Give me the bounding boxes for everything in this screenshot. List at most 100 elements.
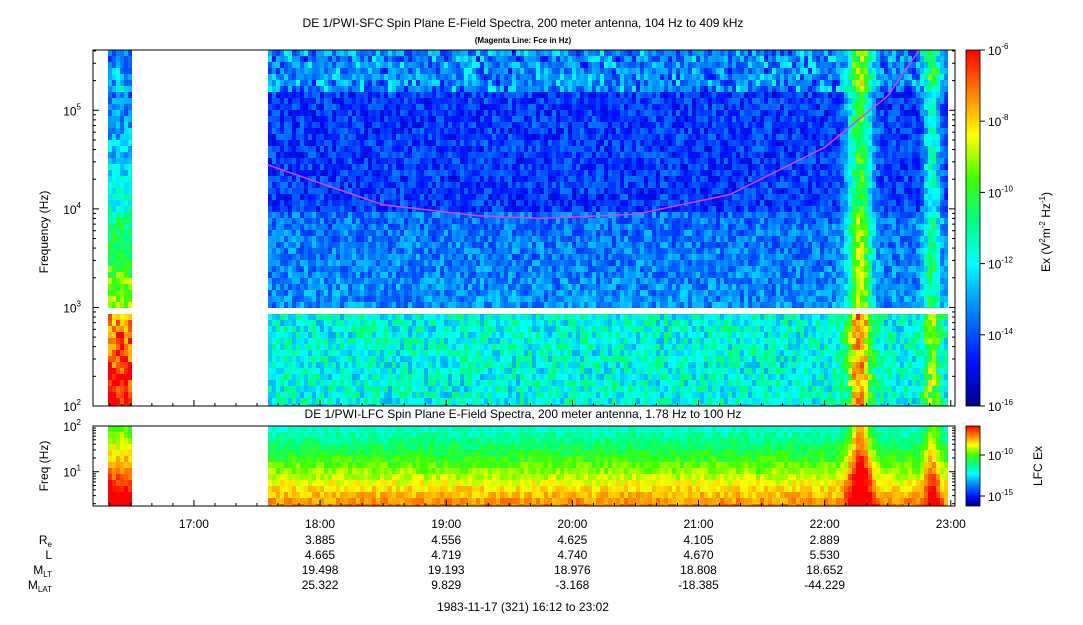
spectrogram-cell bbox=[460, 170, 464, 176]
spectrogram-cell bbox=[112, 176, 116, 182]
spectrogram-cell bbox=[364, 110, 368, 116]
spectrogram-cell bbox=[424, 110, 428, 116]
spectrogram-cell bbox=[344, 224, 348, 230]
spectrogram-cell bbox=[360, 140, 364, 146]
spectrogram-cell bbox=[432, 182, 436, 188]
spectrogram-cell bbox=[432, 212, 436, 218]
spectrogram-cell bbox=[440, 206, 444, 212]
spectrogram-cell bbox=[508, 86, 512, 92]
spectrogram-cell bbox=[272, 398, 276, 404]
spectrogram-cell bbox=[268, 266, 272, 272]
spectrogram-cell bbox=[320, 50, 324, 56]
spectrogram-cell bbox=[532, 248, 536, 254]
spectrogram-cell bbox=[492, 272, 496, 278]
spectrogram-cell bbox=[508, 242, 512, 248]
spectrogram-cell bbox=[108, 212, 112, 218]
spectrogram-cell bbox=[424, 302, 428, 308]
spectrogram-cell bbox=[344, 188, 348, 194]
spectrogram-cell bbox=[448, 176, 452, 182]
spectrogram-cell bbox=[432, 200, 436, 206]
spectrogram-cell bbox=[352, 254, 356, 260]
spectrogram-cell bbox=[272, 86, 276, 92]
spectrogram-cell bbox=[552, 92, 556, 98]
spectrogram-cell bbox=[468, 158, 472, 164]
spectrogram-cell bbox=[572, 374, 576, 380]
spectrogram-cell bbox=[292, 74, 296, 80]
spectrogram-cell bbox=[312, 398, 316, 404]
spectrogram-cell bbox=[276, 332, 280, 338]
spectrogram-cell bbox=[380, 404, 384, 406]
spectrogram-cell bbox=[348, 164, 352, 170]
spectrogram-cell bbox=[468, 248, 472, 254]
spectrogram-cell bbox=[112, 236, 116, 242]
spectrogram-cell bbox=[328, 128, 332, 134]
spectrogram-cell bbox=[336, 350, 340, 356]
spectrogram-cell bbox=[452, 290, 456, 296]
spectrogram-cell bbox=[408, 56, 412, 62]
spectrogram-cell bbox=[408, 140, 412, 146]
spectrogram-cell bbox=[420, 56, 424, 62]
spectrogram-cell bbox=[556, 68, 560, 74]
spectrogram-cell bbox=[284, 158, 288, 164]
spectrogram-cell bbox=[564, 50, 568, 56]
spectrogram-cell bbox=[524, 122, 528, 128]
spectrogram-cell bbox=[336, 176, 340, 182]
spectrogram-cell bbox=[360, 326, 364, 332]
spectrogram-cell bbox=[336, 398, 340, 404]
spectrogram-cell bbox=[380, 362, 384, 368]
spectrogram-cell bbox=[312, 134, 316, 140]
spectrogram-cell bbox=[528, 242, 532, 248]
spectrogram-cell bbox=[560, 152, 564, 158]
spectrogram-cell bbox=[472, 224, 476, 230]
spectrogram-cell bbox=[288, 110, 292, 116]
spectrogram-cell bbox=[524, 188, 528, 194]
spectrogram-cell bbox=[284, 152, 288, 158]
spectrogram-cell bbox=[524, 272, 528, 278]
spectrogram-cell bbox=[468, 302, 472, 308]
spectrogram-cell bbox=[276, 134, 280, 140]
spectrogram-cell bbox=[516, 326, 520, 332]
spectrogram-cell bbox=[564, 188, 568, 194]
spectrogram-cell bbox=[484, 362, 488, 368]
spectrogram-cell bbox=[536, 104, 540, 110]
spectrogram-cell bbox=[308, 284, 312, 290]
spectrogram-cell bbox=[280, 272, 284, 278]
spectrogram-cell bbox=[564, 140, 568, 146]
spectrogram-cell bbox=[336, 50, 340, 56]
spectrogram-cell bbox=[480, 158, 484, 164]
spectrogram-cell bbox=[300, 152, 304, 158]
spectrogram-cell bbox=[356, 326, 360, 332]
spectrogram-cell bbox=[540, 260, 544, 266]
spectrogram-cell bbox=[440, 368, 444, 374]
spectrogram-cell bbox=[472, 80, 476, 86]
spectrogram-cell bbox=[492, 158, 496, 164]
spectrogram-cell bbox=[528, 236, 532, 242]
spectrogram-cell bbox=[392, 314, 396, 320]
spectrogram-cell bbox=[472, 242, 476, 248]
spectrogram-cell bbox=[436, 356, 440, 362]
spectrogram-cell bbox=[348, 296, 352, 302]
spectrogram-cell bbox=[516, 128, 520, 134]
spectrogram-cell bbox=[440, 128, 444, 134]
spectrogram-cell bbox=[544, 158, 548, 164]
spectrogram-cell bbox=[380, 164, 384, 170]
spectrogram-cell bbox=[464, 110, 468, 116]
spectrogram-cell bbox=[444, 332, 448, 338]
spectrogram-cell bbox=[428, 248, 432, 254]
spectrogram-cell bbox=[396, 116, 400, 122]
spectrogram-cell bbox=[112, 104, 116, 110]
spectrogram-cell bbox=[332, 284, 336, 290]
spectrogram-cell bbox=[516, 374, 520, 380]
spectrogram-cell bbox=[516, 266, 520, 272]
spectrogram-cell bbox=[540, 362, 544, 368]
spectrogram-cell bbox=[116, 134, 120, 140]
spectrogram-cell bbox=[512, 80, 516, 86]
top-panel-subtitle: (Magenta Line: Fce in Hz) bbox=[475, 36, 572, 45]
spectrogram-cell bbox=[488, 104, 492, 110]
spectrogram-cell bbox=[580, 152, 584, 158]
spectrogram-cell bbox=[560, 344, 564, 350]
spectrogram-cell bbox=[284, 272, 288, 278]
spectrogram-cell bbox=[388, 272, 392, 278]
spectrogram-cell bbox=[576, 230, 580, 236]
spectrogram-cell bbox=[508, 224, 512, 230]
